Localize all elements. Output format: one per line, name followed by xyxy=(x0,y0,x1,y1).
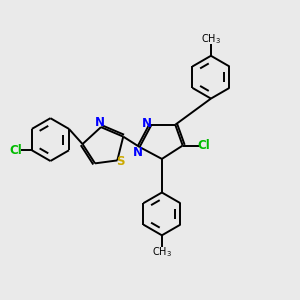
Text: S: S xyxy=(117,155,125,168)
Text: Cl: Cl xyxy=(9,144,22,157)
Text: CH$_3$: CH$_3$ xyxy=(201,32,221,46)
Text: N: N xyxy=(94,116,104,129)
Text: CH$_3$: CH$_3$ xyxy=(152,245,172,259)
Text: Cl: Cl xyxy=(198,139,211,152)
Text: N: N xyxy=(133,146,143,159)
Text: N: N xyxy=(141,117,152,130)
